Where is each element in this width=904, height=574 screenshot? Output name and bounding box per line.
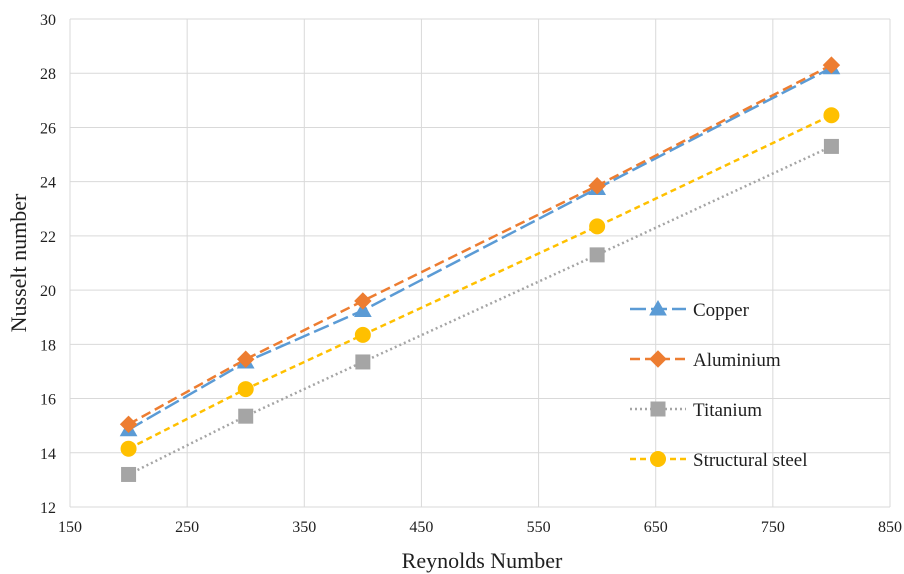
y-tick-label: 20 [40,283,56,300]
series-markers [119,56,841,482]
y-axis-title: Nusselt number [6,193,31,332]
x-axis-title: Reynolds Number [402,548,563,573]
x-tick-label: 650 [644,519,668,536]
x-tick-label: 850 [878,519,902,536]
legend: Copper Aluminium Titanium Structural steel [630,299,808,471]
structural-steel-data-point [823,107,840,124]
copper-legend-label: Copper [693,300,750,321]
y-tick-label: 18 [40,337,56,354]
titanium-data-point [121,466,137,482]
y-axis-tick-labels: 12 14 16 18 20 22 24 26 28 30 [40,12,56,517]
y-tick-label: 28 [40,66,56,83]
structural-steel-data-point [120,440,137,457]
y-tick-label: 22 [40,229,56,246]
aluminium-legend-marker [649,350,667,368]
y-tick-label: 26 [40,120,56,137]
titanium-data-point [823,138,839,154]
x-tick-label: 350 [292,519,316,536]
x-tick-label: 750 [761,519,785,536]
titanium-data-point [238,408,254,424]
aluminium-data-point [354,292,372,310]
x-axis-tick-labels: 150 250 350 450 550 650 750 850 [58,519,902,536]
x-tick-label: 450 [409,519,433,536]
x-tick-label: 250 [175,519,199,536]
structural-steel-data-point [354,326,371,343]
gridlines [69,18,891,508]
x-tick-label: 550 [527,519,551,536]
titanium-data-point [355,354,371,370]
copper-series-line [127,66,833,431]
y-tick-label: 12 [40,500,56,517]
aluminium-data-point [822,56,841,74]
structural-steel-legend-label: Structural steel [693,450,808,471]
y-tick-label: 16 [40,392,56,409]
titanium-legend-label: Titanium [693,400,762,421]
copper-legend-marker [649,299,667,316]
aluminium-legend-label: Aluminium [693,350,781,371]
structural-steel-legend-marker [650,451,666,467]
aluminium-data-point [237,350,255,368]
y-tick-label: 24 [40,175,56,192]
aluminium-data-point [588,177,606,195]
structural-steel-data-point [589,218,606,235]
y-tick-label: 30 [40,12,56,29]
structural-steel-data-point [237,381,254,398]
titanium-legend-marker [650,401,666,417]
titanium-data-point [589,247,605,263]
x-tick-label: 150 [58,519,82,536]
y-tick-label: 14 [40,446,56,463]
aluminium-data-point [119,415,138,434]
